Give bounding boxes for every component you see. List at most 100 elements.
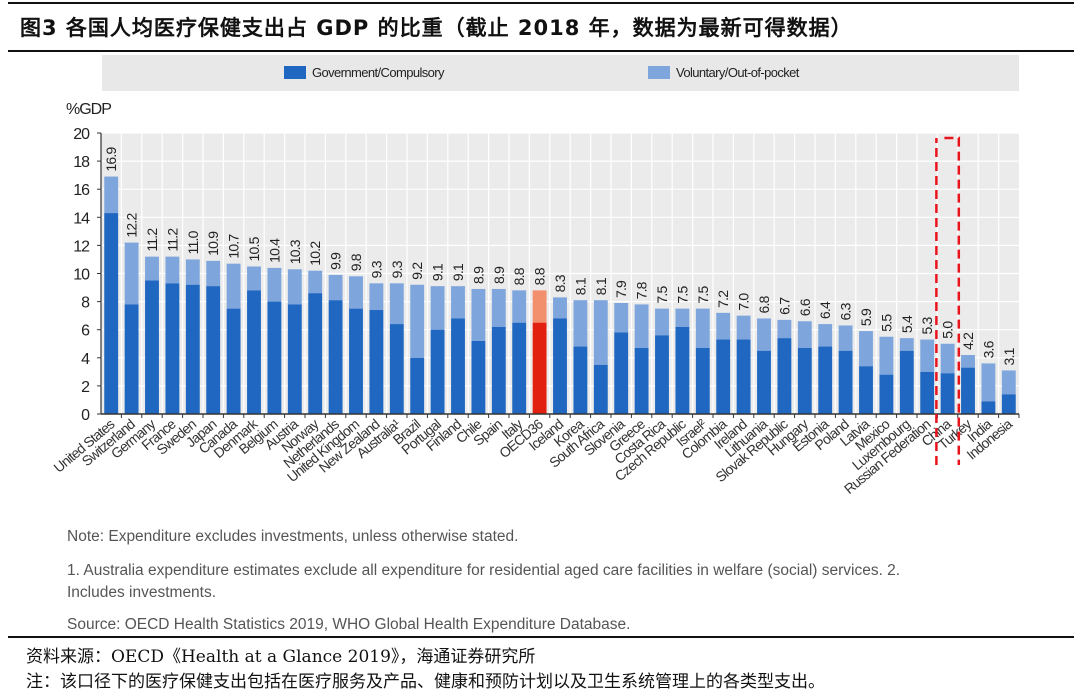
bar-value-label: 10.5 xyxy=(246,236,262,261)
bar-value-label: 12.2 xyxy=(124,213,140,238)
bar-voluntary xyxy=(838,325,853,351)
y-tick-label: 16 xyxy=(73,182,90,199)
bar-value-label: 9.1 xyxy=(430,263,446,281)
bar-government xyxy=(430,329,445,414)
bar-voluntary xyxy=(573,300,588,347)
bar-government xyxy=(226,308,241,414)
bar-voluntary xyxy=(267,267,282,302)
bar-value-label: 11.2 xyxy=(164,228,180,252)
bar-voluntary xyxy=(879,336,894,375)
bar-voluntary xyxy=(206,260,221,287)
y-tick-label: 18 xyxy=(73,154,90,171)
y-tick-label: 12 xyxy=(73,238,90,255)
bar-voluntary xyxy=(614,303,629,333)
bar-value-label: 3.6 xyxy=(980,340,996,358)
bar-voluntary xyxy=(491,288,506,327)
title-rule xyxy=(8,50,1074,52)
bar-voluntary xyxy=(369,283,384,311)
bar-government xyxy=(920,371,935,414)
bar-value-label: 6.8 xyxy=(756,295,772,313)
bar-government xyxy=(287,304,302,414)
bar-voluntary xyxy=(961,354,975,368)
bar-government xyxy=(410,357,425,414)
bar-value-label: 10.2 xyxy=(307,241,323,266)
bar-government xyxy=(328,300,343,414)
bar-voluntary xyxy=(920,339,935,372)
bar-value-label: 10.9 xyxy=(205,231,221,256)
y-tick-label: 8 xyxy=(81,295,90,312)
bar-voluntary xyxy=(145,256,159,281)
chart-note: Note: Expenditure excludes investments, … xyxy=(67,528,519,545)
bar-government xyxy=(879,374,894,414)
legend-label-voluntary: Voluntary/Out-of-pocket xyxy=(676,65,799,80)
bar-government xyxy=(634,347,649,414)
data-source: 资料来源：OECD《Health at a Glance 2019》，海通证券研… xyxy=(26,647,536,667)
chart-legend: Government/Compulsory Voluntary/Out-of-p… xyxy=(102,55,1019,91)
bar-value-label: 9.3 xyxy=(389,260,405,278)
bar-value-label: 7.8 xyxy=(634,281,650,299)
bar-voluntary xyxy=(471,288,486,341)
bar-government xyxy=(369,310,384,414)
bar-value-label: 7.9 xyxy=(613,280,629,298)
bar-government xyxy=(716,339,731,414)
bar-government xyxy=(757,350,771,414)
bar-government xyxy=(532,322,547,414)
bar-value-label: 11.2 xyxy=(144,228,160,252)
figure-title: 图3 各国人均医疗保健支出占 GDP 的比重（截止 2018 年，数据为最新可得… xyxy=(20,16,853,40)
bar-voluntary xyxy=(124,242,139,305)
bar-voluntary xyxy=(532,290,547,323)
bar-voluntary xyxy=(389,283,404,325)
bar-voluntary xyxy=(1001,370,1016,395)
y-tick-label: 20 xyxy=(73,126,90,143)
footer-remark: 注：该口径下的医疗保健支出包括在医疗服务及产品、健康和预防计划以及卫生系统管理上… xyxy=(26,672,825,692)
bar-voluntary xyxy=(185,259,200,285)
bar-value-label: 9.8 xyxy=(348,253,364,271)
footnote-2: Includes investments. xyxy=(67,584,217,601)
bar-voluntary xyxy=(512,290,527,323)
bar-value-label: 6.4 xyxy=(817,301,833,319)
bar-voluntary xyxy=(165,256,180,284)
bar-voluntary xyxy=(777,319,792,339)
bar-voluntary xyxy=(859,331,873,367)
bar-government xyxy=(675,326,690,414)
bar-government xyxy=(185,284,200,414)
bar-value-label: 6.7 xyxy=(776,297,792,315)
bar-government xyxy=(451,318,465,414)
bar-voluntary xyxy=(247,266,261,291)
legend-item-voluntary: Voluntary/Out-of-pocket xyxy=(648,65,799,80)
bar-voluntary xyxy=(308,270,323,294)
y-tick-label: 14 xyxy=(73,210,90,227)
bar-government xyxy=(695,347,710,414)
bar-government xyxy=(655,335,669,414)
bar-value-label: 6.3 xyxy=(838,302,854,320)
bar-voluntary xyxy=(899,338,914,351)
bar-voluntary xyxy=(451,286,465,319)
bar-government xyxy=(491,326,506,414)
bar-value-label: 9.2 xyxy=(409,262,425,280)
bar-value-label: 7.0 xyxy=(736,293,752,311)
bar-value-label: 9.1 xyxy=(450,263,466,281)
bar-voluntary xyxy=(410,284,425,358)
bar-voluntary xyxy=(328,274,343,301)
bar-value-label: 10.4 xyxy=(266,238,282,263)
bar-government xyxy=(553,318,567,414)
bar-value-label: 3.1 xyxy=(1001,347,1017,365)
highlight-box xyxy=(935,136,961,465)
bar-voluntary xyxy=(655,308,669,336)
bar-value-label: 5.4 xyxy=(899,315,915,333)
y-tick-label: 6 xyxy=(81,323,90,340)
bar-voluntary xyxy=(634,304,649,348)
bar-voluntary xyxy=(553,297,567,319)
bar-value-label: 5.5 xyxy=(878,314,894,332)
bar-government xyxy=(389,324,404,414)
bar-government xyxy=(1001,394,1016,414)
bar-value-label: 9.9 xyxy=(328,252,344,270)
top-rule xyxy=(8,2,1074,4)
bar-value-label: 7.5 xyxy=(695,286,711,304)
bar-government xyxy=(797,347,812,414)
bar-value-label: 11.0 xyxy=(185,230,201,254)
bar-value-label: 7.5 xyxy=(674,286,690,304)
bar-government xyxy=(145,280,159,414)
bar-value-label: 10.7 xyxy=(226,234,242,259)
bar-government xyxy=(981,401,996,414)
